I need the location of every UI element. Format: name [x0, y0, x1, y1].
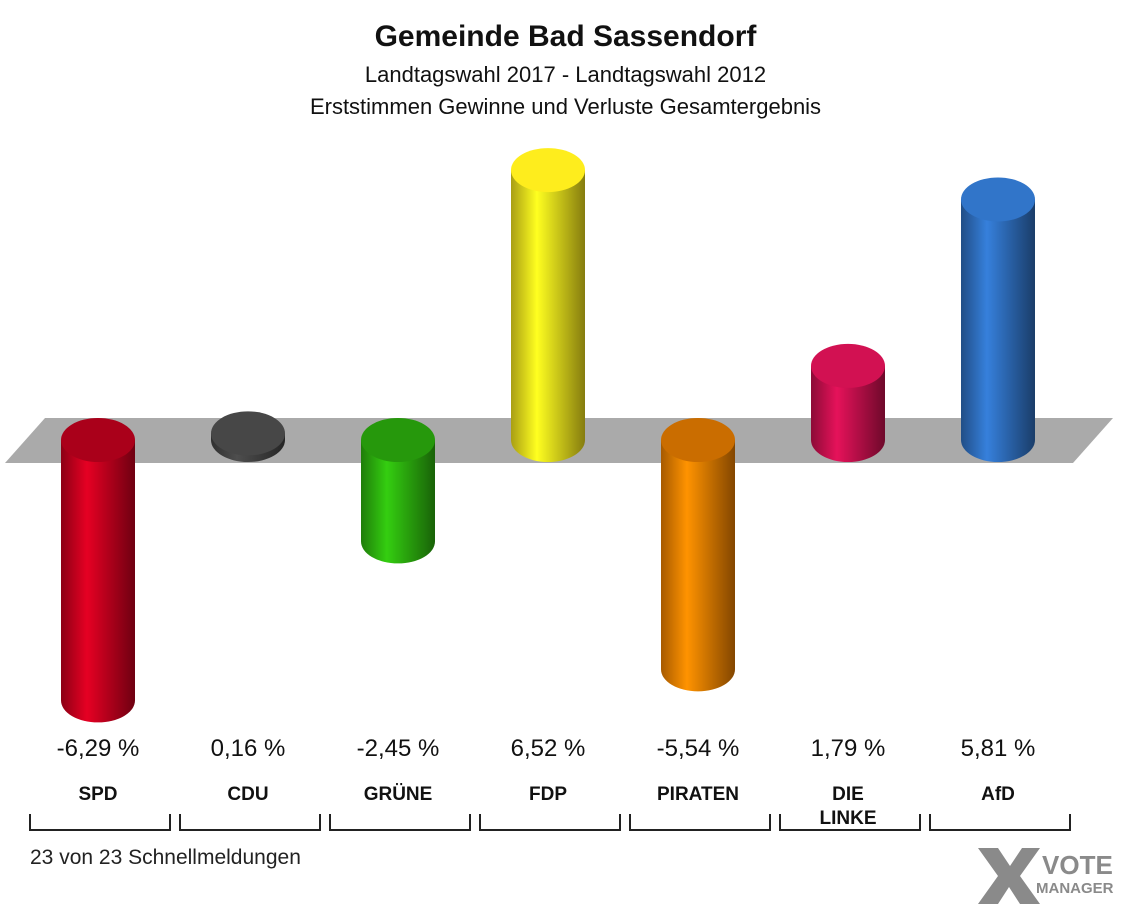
bar-cap: [211, 411, 285, 456]
bar: [961, 199, 1035, 462]
category-label: PIRATEN: [657, 784, 739, 805]
bar-cap: [961, 177, 1035, 222]
bar-cap: [361, 418, 435, 462]
category-label: CDU: [227, 784, 269, 805]
logo-text: MANAGER: [1036, 880, 1114, 897]
category-bracket: [329, 814, 471, 831]
category-bracket: [179, 814, 321, 831]
category-label: FDP: [529, 784, 567, 805]
value-label: 1,79 %: [810, 735, 886, 762]
chart-title: Gemeinde Bad Sassendorf: [374, 20, 757, 53]
category-bracket: [929, 814, 1071, 831]
category-label: SPD: [78, 784, 118, 805]
bar-cap: [811, 343, 885, 388]
bar: [361, 440, 435, 564]
logo-mark: [978, 848, 1040, 904]
value-label: -5,54 %: [656, 735, 740, 762]
chart-subtitle: Erststimmen Gewinne und Verluste Gesamte…: [309, 94, 822, 119]
value-label: -2,45 %: [356, 735, 440, 762]
bar-cap: [511, 148, 585, 193]
bar: [511, 170, 585, 462]
bar: [61, 440, 135, 723]
bar-cap: [661, 418, 735, 462]
value-label: -6,29 %: [56, 735, 140, 762]
category-label: DIE LINKE: [819, 784, 877, 829]
category-label: GRÜNE: [363, 784, 433, 805]
bar: [661, 440, 735, 692]
category-bracket: [479, 814, 621, 831]
bar: [811, 365, 885, 462]
category-bracket: [629, 814, 771, 831]
footnote: 23 von 23 Schnellmeldungen: [30, 846, 301, 869]
category-label: AfD: [981, 784, 1015, 805]
value-label: 6,52 %: [510, 735, 586, 762]
category-bracket: [779, 814, 921, 831]
logo-text: VOTE: [1042, 850, 1113, 880]
bar-cap: [61, 418, 135, 462]
category-bracket: [29, 814, 171, 831]
chart-subtitle: Landtagswahl 2017 - Landtagswahl 2012: [364, 62, 767, 87]
value-label: 0,16 %: [210, 735, 286, 762]
value-label: 5,81 %: [960, 735, 1036, 762]
